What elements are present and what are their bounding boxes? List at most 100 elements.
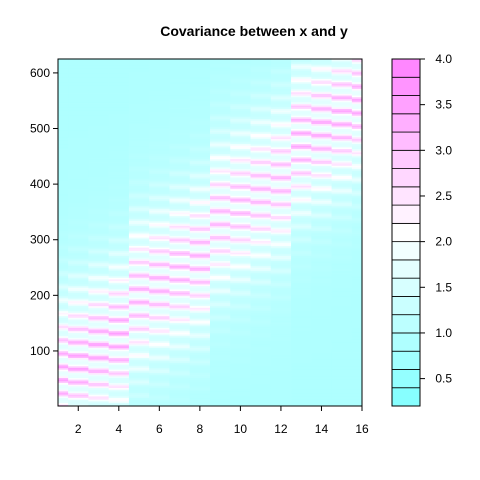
heatmap-cell: [351, 384, 363, 387]
heatmap-cell: [250, 258, 272, 262]
heatmap-cell: [58, 125, 69, 128]
heatmap-cell: [128, 287, 150, 290]
heatmap-cell: [149, 385, 170, 389]
heatmap-cell: [210, 210, 231, 213]
heatmap-cell: [311, 222, 332, 225]
heatmap-cell: [250, 352, 272, 355]
heatmap-cell: [351, 95, 363, 98]
heatmap-cell: [169, 208, 191, 211]
heatmap-cell: [351, 153, 363, 156]
heatmap-cell: [189, 103, 211, 106]
heatmap-cell: [189, 152, 211, 155]
colorbar-tick-label: 3.5: [435, 98, 452, 112]
heatmap-cell: [250, 380, 272, 384]
heatmap-cell: [149, 101, 170, 104]
heatmap-cell: [230, 349, 251, 352]
heatmap-cell: [88, 163, 110, 166]
heatmap-cell: [331, 268, 353, 272]
heatmap-cell: [291, 369, 312, 372]
heatmap-cell: [250, 260, 272, 263]
heatmap-cell: [210, 108, 231, 111]
heatmap-cell: [169, 198, 191, 201]
heatmap-cell: [331, 302, 353, 305]
heatmap-cell: [169, 215, 191, 218]
heatmap-cell: [189, 270, 211, 273]
heatmap-cell: [331, 247, 353, 250]
heatmap-cell: [351, 253, 363, 257]
heatmap-cell: [68, 337, 89, 340]
heatmap-cell: [311, 170, 332, 173]
heatmap-cell: [250, 207, 272, 210]
heatmap-cell: [88, 340, 110, 343]
heatmap-cell: [58, 334, 69, 337]
heatmap-cell: [270, 227, 292, 230]
heatmap-cell: [291, 309, 312, 312]
heatmap-cell: [149, 100, 170, 103]
heatmap-cell: [351, 76, 363, 79]
heatmap-cell: [210, 162, 231, 165]
heatmap-cell: [149, 228, 170, 231]
heatmap-cell: [128, 309, 150, 312]
heatmap-cell: [351, 215, 363, 218]
heatmap-cell: [351, 399, 363, 402]
heatmap-cell: [189, 155, 211, 158]
heatmap-cell: [108, 157, 130, 160]
heatmap-cell: [128, 223, 150, 226]
heatmap-cell: [128, 248, 150, 251]
heatmap-cell: [291, 175, 312, 178]
heatmap-cell: [311, 81, 332, 84]
heatmap-cell: [88, 349, 110, 352]
heatmap-cell: [230, 190, 251, 193]
heatmap-cell: [68, 240, 89, 243]
heatmap-cell: [270, 232, 292, 235]
heatmap-cell: [311, 327, 332, 330]
heatmap-cell: [58, 217, 69, 220]
heatmap-cell: [149, 145, 170, 148]
x-tick-label: 2: [75, 422, 82, 436]
heatmap-cell: [291, 289, 312, 292]
heatmap-cell: [68, 153, 89, 156]
heatmap-cell: [169, 248, 191, 251]
heatmap-cell: [108, 63, 130, 66]
heatmap-cell: [58, 399, 69, 402]
heatmap-cell: [210, 100, 231, 103]
heatmap-cell: [149, 71, 170, 74]
heatmap-cell: [88, 162, 110, 165]
heatmap-cell: [189, 319, 211, 322]
heatmap-cell: [270, 399, 292, 402]
heatmap-cell: [270, 217, 292, 220]
heatmap-cell: [169, 243, 191, 246]
heatmap-cell: [169, 140, 191, 143]
heatmap-cell: [58, 400, 69, 404]
heatmap-cell: [128, 230, 150, 233]
heatmap-cell: [189, 190, 211, 193]
colorbar-bin: [391, 168, 421, 188]
heatmap-cell: [108, 382, 130, 385]
heatmap-cell: [88, 73, 110, 76]
heatmap-cell: [149, 61, 170, 64]
heatmap-cell: [250, 183, 272, 186]
heatmap-cell: [108, 76, 130, 79]
heatmap-cell: [331, 315, 353, 318]
heatmap-cell: [108, 284, 130, 287]
heatmap-cell: [331, 205, 353, 208]
heatmap-cell: [331, 113, 353, 116]
colorbar-bin: [391, 113, 421, 133]
heatmap-cell: [210, 380, 231, 384]
heatmap-cell: [230, 180, 251, 183]
heatmap-cell: [128, 172, 150, 175]
heatmap-cell: [250, 237, 272, 240]
heatmap-cell: [88, 195, 110, 198]
heatmap-cell: [128, 136, 150, 140]
heatmap-cell: [108, 147, 130, 150]
heatmap-cell: [311, 235, 332, 238]
heatmap-cell: [311, 268, 332, 272]
colorbar-bin: [391, 350, 421, 370]
heatmap-cell: [210, 125, 231, 128]
heatmap-cell: [68, 290, 89, 293]
heatmap-cell: [210, 126, 231, 130]
heatmap-cell: [210, 260, 231, 263]
colorbar-bin: [391, 58, 421, 78]
heatmap-cell: [270, 294, 292, 297]
heatmap-cell: [230, 195, 251, 198]
